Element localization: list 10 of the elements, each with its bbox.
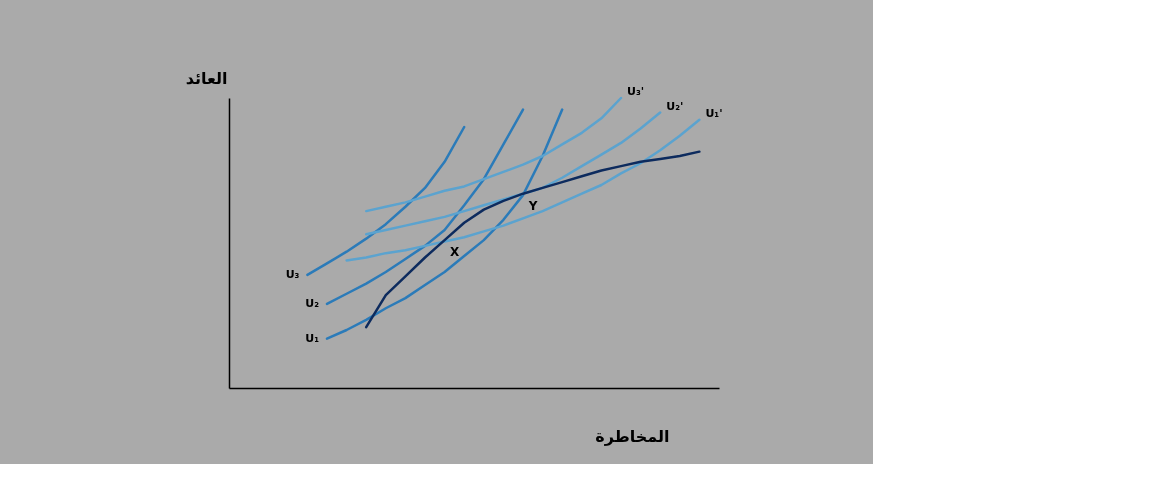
x-axis-title: المخاطرة [595, 426, 670, 446]
series-label: U₁' [705, 106, 723, 120]
series-label: U₂' [666, 99, 684, 113]
series-label: U₁ [305, 331, 320, 345]
series-label: U₃' [627, 85, 645, 98]
y-axis-title: العائد [185, 68, 228, 88]
series-label: U₃ [285, 267, 300, 281]
annotation: Y [527, 198, 538, 213]
annotation: X [449, 245, 460, 260]
series-label: U₂ [305, 296, 320, 310]
